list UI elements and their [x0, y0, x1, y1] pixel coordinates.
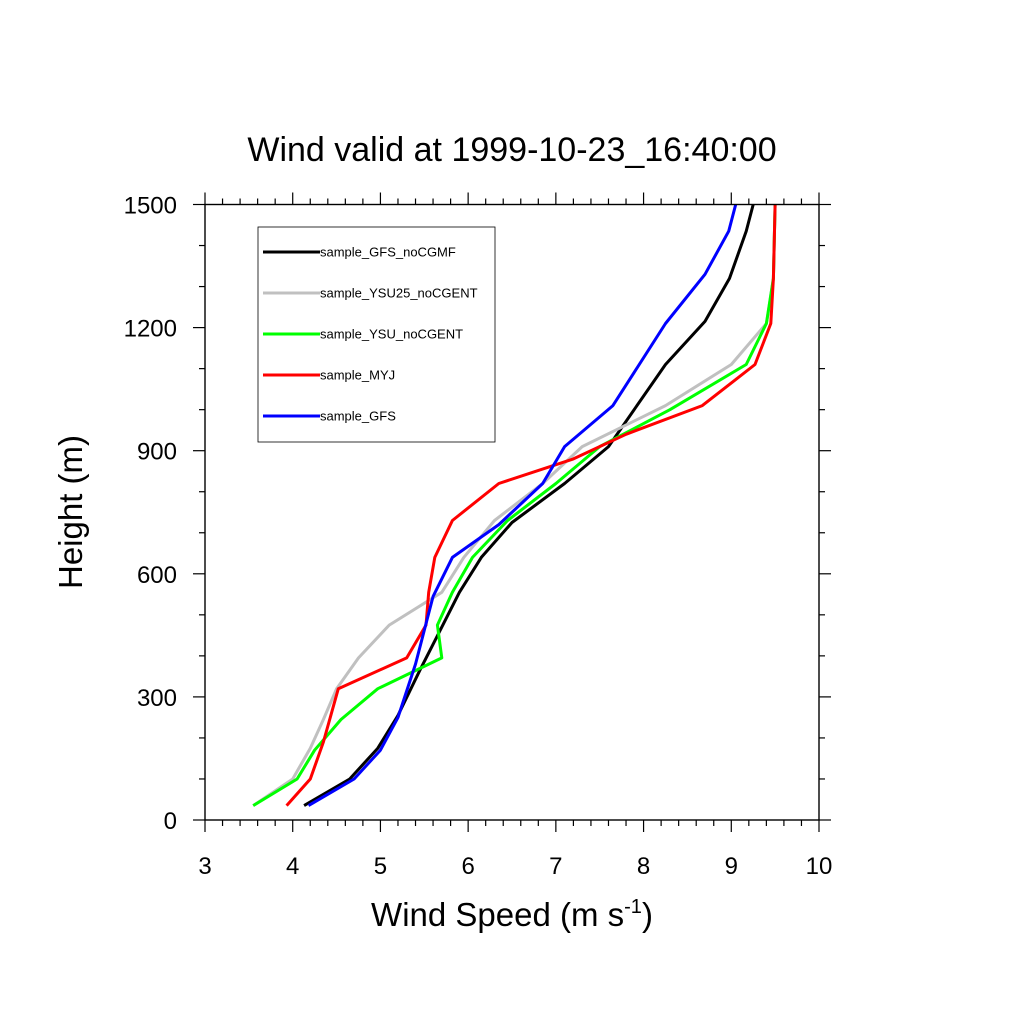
legend-label: sample_GFS: [320, 409, 396, 424]
plot-frame: [204, 203, 820, 821]
y-tick-label: 600: [137, 562, 177, 589]
x-axis-label-superscript: -1: [624, 896, 642, 918]
y-tick-label: 0: [164, 808, 177, 835]
x-tick-label: 7: [549, 853, 562, 880]
y-tick-label: 300: [137, 685, 177, 712]
legend-label: sample_MYJ: [320, 368, 395, 383]
x-axis-label-main: Wind Speed (m s: [371, 896, 624, 933]
series-line-sample_YSU_noCGENT: [252, 204, 777, 807]
x-tick-label: 3: [198, 853, 211, 880]
legend-label: sample_YSU25_noCGENT: [320, 286, 478, 301]
series-line-sample_YSU25_noCGENT: [252, 204, 777, 807]
plot-lines: [252, 204, 777, 807]
x-axis-label: Wind Speed (m s-1): [371, 896, 653, 933]
y-tick-label: 1500: [124, 193, 177, 220]
legend: sample_GFS_noCGMF sample_YSU25_noCGENTsam…: [257, 226, 496, 443]
y-axis-label: Height (m): [52, 435, 89, 589]
chart-title: Wind valid at 1999-10-23_16:40:00: [247, 131, 776, 169]
x-tick-label: 10: [806, 853, 833, 880]
series-line-sample_GFS: [307, 204, 738, 807]
series-line-sample_GFS_noCGMF: [303, 204, 755, 807]
x-tick-label: 5: [374, 853, 387, 880]
x-tick-label: 4: [286, 853, 299, 880]
legend-label: sample_GFS_noCGMF: [320, 245, 456, 260]
y-tick-label: 1200: [124, 316, 177, 343]
x-tick-label: 6: [461, 853, 474, 880]
legend-label: sample_YSU_noCGENT: [320, 327, 463, 342]
x-axis-label-suffix: ): [642, 896, 653, 933]
y-tick-label: 900: [137, 439, 177, 466]
axis-tick-labels: 3 4 5 6 7 8 9 10 0 300 600 900 1200 1500: [124, 193, 833, 881]
series-line-sample_MYJ: [285, 204, 777, 807]
x-tick-label: 8: [637, 853, 650, 880]
axis-ticks: [193, 192, 831, 832]
x-tick-label: 9: [725, 853, 738, 880]
